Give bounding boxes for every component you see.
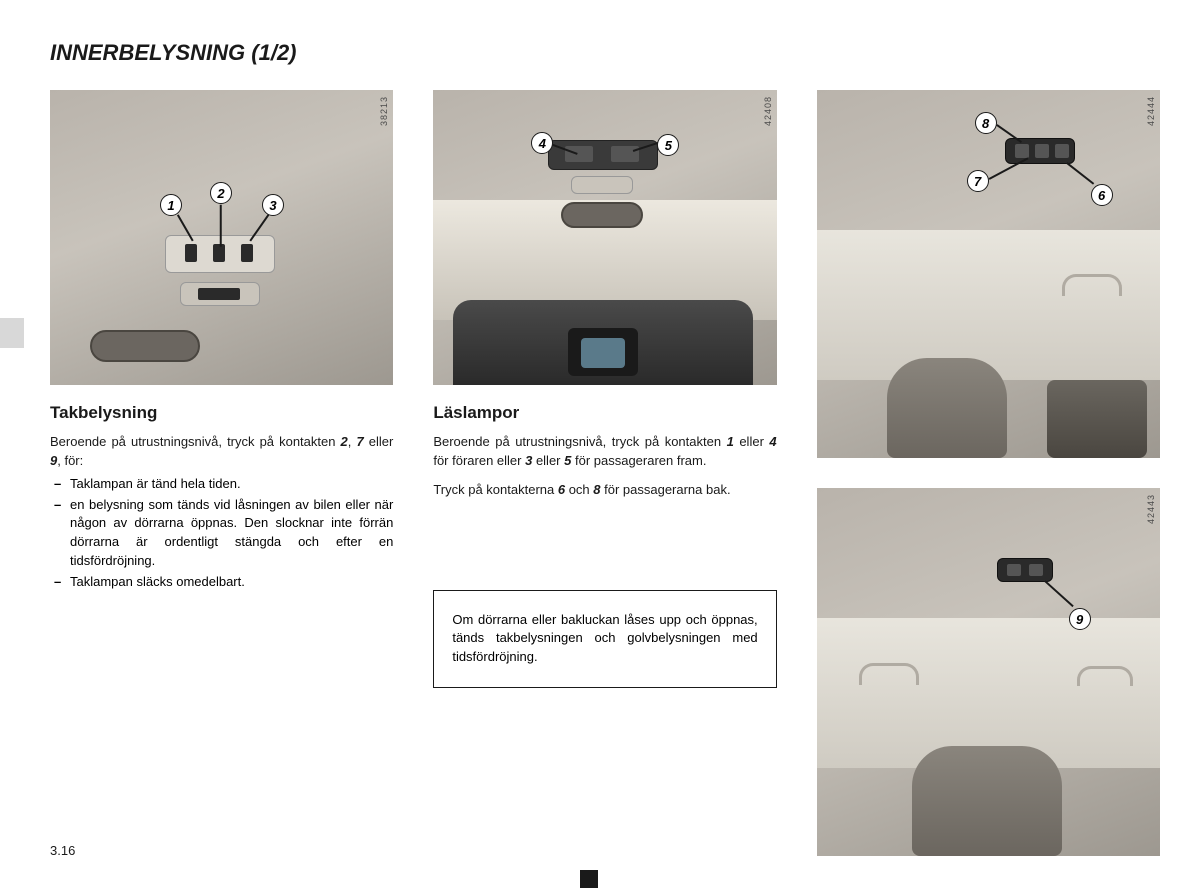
intro-text: Beroende på utrustningsnivå, tryck på ko…: [50, 433, 393, 471]
callout-6: 6: [1091, 184, 1113, 206]
bullet-list: Taklampan är tänd hela tiden. en belysni…: [50, 475, 393, 594]
bullet-item: Taklampan är tänd hela tiden.: [50, 475, 393, 494]
page-title: INNERBELYSNING (1/2): [50, 40, 1160, 66]
callout-2: 2: [210, 182, 232, 204]
para1: Beroende på utrustningsnivå, tryck på ko…: [433, 433, 776, 471]
callout-1: 1: [160, 194, 182, 216]
figure-takbelysning: 38213 1 2 3: [50, 90, 393, 385]
figure-laslampor: 42408 4 5: [433, 90, 776, 385]
callout-5: 5: [657, 134, 679, 156]
figure-id: 38213: [379, 96, 389, 126]
side-tab: [0, 318, 24, 348]
bullet-item: en belysning som tänds vid låsningen av …: [50, 496, 393, 571]
bullet-item: Taklampan släcks omedelbart.: [50, 573, 393, 592]
callout-7: 7: [967, 170, 989, 192]
para2: Tryck på kontakterna 6 och 8 för passage…: [433, 481, 776, 500]
column-1: 38213 1 2 3 Takbelysning Beroende på utr…: [50, 90, 393, 856]
figure-id: 42444: [1146, 96, 1156, 126]
section-title-takbelysning: Takbelysning: [50, 403, 393, 423]
content-columns: 38213 1 2 3 Takbelysning Beroende på utr…: [50, 90, 1160, 856]
page-number: 3.16: [50, 843, 75, 858]
callout-8: 8: [975, 112, 997, 134]
figure-id: 42443: [1146, 494, 1156, 524]
column-2: 42408 4 5 Läslampor Beroende på utrustni…: [433, 90, 776, 856]
section-title-laslampor: Läslampor: [433, 403, 776, 423]
info-box: Om dörrarna eller bakluckan låses upp oc…: [433, 590, 776, 689]
figure-id: 42408: [763, 96, 773, 126]
column-3: 42444 8 7 6 42443 9: [817, 90, 1160, 856]
callout-9: 9: [1069, 608, 1091, 630]
figure-rear-lights-2: 42443 9: [817, 488, 1160, 856]
figure-rear-lights-1: 42444 8 7 6: [817, 90, 1160, 458]
callout-3: 3: [262, 194, 284, 216]
bottom-crop-mark: [580, 870, 598, 888]
